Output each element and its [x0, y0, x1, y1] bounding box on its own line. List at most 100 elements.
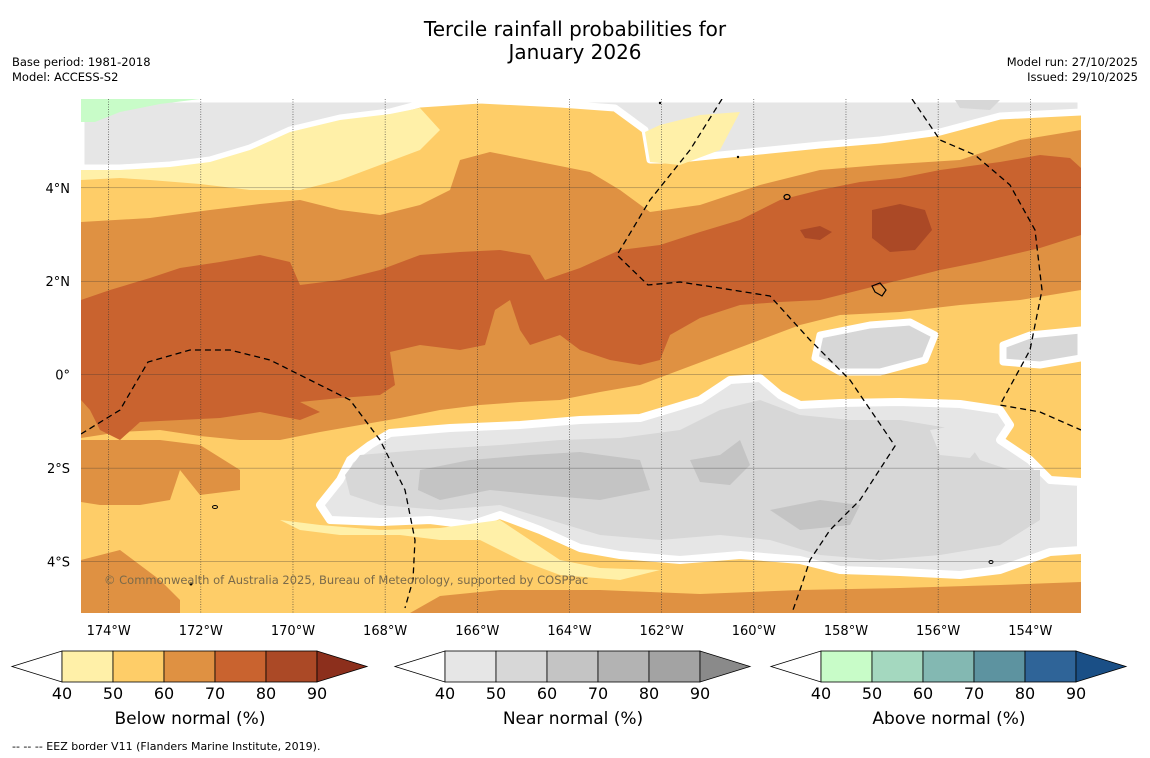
colorbar-near-seg-3 [597, 650, 650, 683]
eez-border-west [81, 349, 416, 609]
colorbar-below-label-0: 40 [52, 684, 72, 703]
lon-tick-label-3: 168°W [363, 624, 407, 639]
colorbar-near-seg-4 [648, 650, 701, 683]
title-line-2: January 2026 [508, 40, 642, 64]
colorbar-above-seg-0 [820, 650, 873, 683]
east-edge-near-normal [999, 326, 1081, 369]
colorbar-title-below: Below normal (%) [114, 709, 266, 729]
eez-border-central [616, 99, 896, 611]
colorbar-above: 40 50 60 70 80 90 [769, 650, 1128, 703]
colorbar-title-above: Above normal (%) [872, 709, 1026, 729]
island-1 [783, 193, 791, 201]
north-darker-grey-patch [955, 100, 1000, 110]
chart-title: Tercile rainfall probabilities for Janua… [0, 18, 1150, 64]
colorbar-above-label-5: 90 [1066, 684, 1086, 703]
south-below-60-region [81, 440, 240, 505]
footer-note: -- -- -- EEZ border V11 (Flanders Marine… [12, 740, 321, 753]
south-near-60-patch-3 [770, 500, 860, 530]
meta-right: Model run: 27/10/2025 Issued: 29/10/2025 [1007, 55, 1138, 85]
south-below-60-region-2 [81, 550, 180, 613]
meta-left: Base period: 1981-2018 Model: ACCESS-S2 [12, 55, 151, 85]
island-6 [736, 155, 740, 159]
colorbar-below: 40 50 60 70 80 90 [10, 650, 369, 703]
north-light-yellow-region-2 [645, 112, 740, 165]
lon-tick-label-2: 170°W [271, 624, 315, 639]
north-near-normal-region [81, 99, 1081, 172]
colorbar-above-label-3: 70 [964, 684, 984, 703]
colorbar-near-low-arrow [393, 650, 446, 683]
south-near-60-patch-2 [690, 440, 750, 485]
map-plot-area: © Commonwealth of Australia 2025, Bureau… [81, 99, 1081, 613]
colorbar-near-high-arrow [699, 650, 752, 683]
colorbar-above-high-arrow [1075, 650, 1128, 683]
colorbar-above-label-4: 80 [1015, 684, 1035, 703]
colorbar-below-label-1: 50 [103, 684, 123, 703]
south-near-60-patch [418, 452, 650, 500]
lat-tick-label-4: 4°S [47, 556, 70, 571]
model-run: Model run: 27/10/2025 [1006, 55, 1138, 69]
base-period: Base period: 1981-2018 [12, 55, 151, 69]
north-green-patch [81, 99, 200, 122]
colorbar-above-low-arrow [769, 650, 822, 683]
colorbar-near-seg-0 [444, 650, 497, 683]
lon-tick-label-7: 160°W [732, 624, 776, 639]
lon-tick-label-8: 158°W [824, 624, 868, 639]
colorbar-above-label-1: 50 [862, 684, 882, 703]
lon-tick-label-9: 156°W [916, 624, 960, 639]
colorbar-below-label-4: 80 [256, 684, 276, 703]
south-near-50-region [345, 400, 1040, 560]
island-7 [988, 560, 994, 564]
colorbar-near-label-2: 60 [537, 684, 557, 703]
colorbar-below-seg-3 [214, 650, 267, 683]
colorbar-below-label-3: 70 [205, 684, 225, 703]
colorbar-near-seg-2 [546, 650, 599, 683]
colorbar-title-near: Near normal (%) [502, 709, 644, 729]
colorbar-below-low-arrow [10, 650, 63, 683]
colorbar-below-high-arrow [316, 650, 369, 683]
lon-tick-label-10: 154°W [1008, 624, 1052, 639]
eez-border-east [911, 99, 1081, 431]
model-name: Model: ACCESS-S2 [12, 70, 119, 84]
colorbar-below-label-5: 90 [307, 684, 327, 703]
island-4 [189, 582, 193, 586]
colorbar-above-seg-4 [1024, 650, 1077, 683]
lon-tick-label-4: 166°W [455, 624, 499, 639]
colorbar-above-seg-3 [973, 650, 1026, 683]
title-line-1: Tercile rainfall probabilities for [423, 17, 727, 41]
colorbar-below-seg-2 [163, 650, 216, 683]
colorbar-near-label-1: 50 [486, 684, 506, 703]
colorbar-near-label-4: 80 [639, 684, 659, 703]
colorbar-below-seg-4 [265, 650, 318, 683]
lon-tick-label-1: 172°W [179, 624, 223, 639]
island-5 [658, 101, 662, 105]
north-light-yellow-region [81, 108, 440, 190]
lon-tick-label-6: 162°W [640, 624, 684, 639]
colorbar-above-seg-1 [871, 650, 924, 683]
island-3 [212, 505, 218, 509]
colorbar-above-label-2: 60 [913, 684, 933, 703]
lon-tick-label-5: 164°W [547, 624, 591, 639]
below-80-patch [872, 204, 932, 252]
lat-tick-label-2: 0° [55, 369, 70, 384]
below-70-band [81, 155, 1081, 440]
colorbar-near-seg-1 [495, 650, 548, 683]
axis-tick-labels: 174°W 172°W 170°W 168°W 166°W 164°W 162°W 160°W… [46, 182, 1053, 639]
east-near-normal-island [811, 318, 939, 376]
colorbar-near-label-3: 70 [588, 684, 608, 703]
colorbar-near: 40 50 60 70 80 90 [393, 650, 752, 703]
lon-tick-label-0: 174°W [87, 624, 131, 639]
colorbars: 40 50 60 70 80 90 40 50 60 70 80 90 40 50 60 70 80 90 [10, 650, 1128, 703]
south-light-yellow-fringe [280, 520, 660, 580]
colorbar-below-seg-0 [61, 650, 114, 683]
colorbar-below-label-2: 60 [154, 684, 174, 703]
lat-tick-label-3: 2°S [47, 462, 70, 477]
colorbar-above-label-0: 40 [811, 684, 831, 703]
lat-tick-label-1: 2°N [46, 275, 71, 290]
colorbar-above-seg-2 [922, 650, 975, 683]
south-light-patch [930, 425, 985, 458]
issued-date: Issued: 29/10/2025 [1027, 70, 1138, 84]
below-80-patch-2 [800, 226, 832, 240]
island-2 [871, 282, 887, 297]
south-below-60-band [410, 582, 1081, 613]
